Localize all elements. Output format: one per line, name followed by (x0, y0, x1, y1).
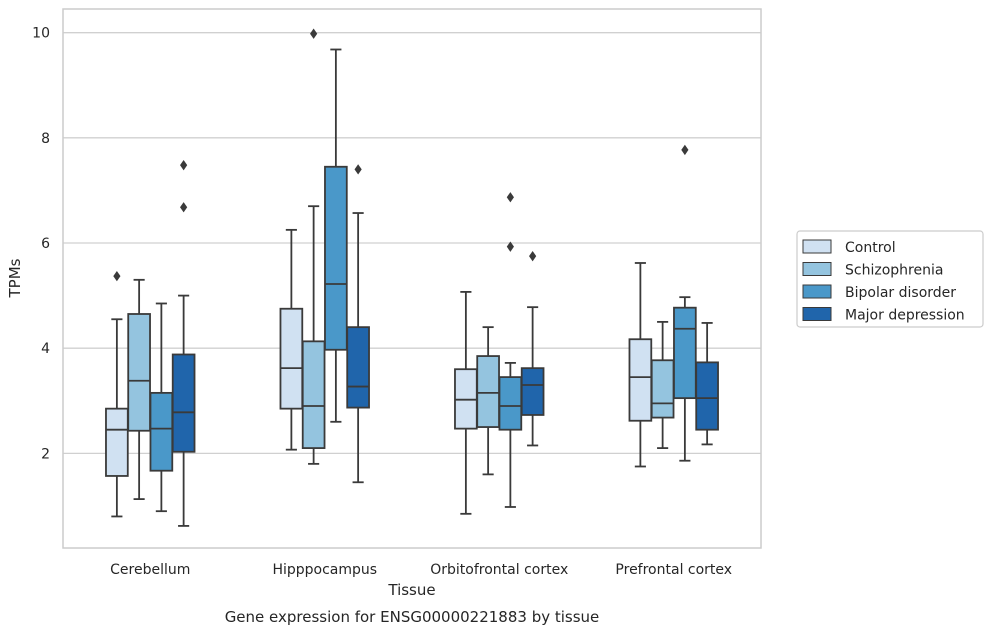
box-4-4 (695, 322, 719, 446)
box-1-3 (149, 302, 174, 513)
figure-caption: Gene expression for ENSG00000221883 by t… (225, 608, 600, 626)
box-body (324, 165, 348, 351)
outlier-point (180, 160, 188, 171)
box-3-2 (476, 326, 500, 476)
box-body (171, 353, 196, 453)
box-body (346, 326, 370, 409)
legend-label-2: Schizophrenia (845, 263, 943, 279)
box-4-2 (650, 320, 675, 449)
box-1-2 (127, 278, 151, 500)
box-2-1 (279, 228, 304, 451)
box-body (673, 306, 697, 400)
outlier-point (506, 241, 514, 252)
legend: Control Schizophrenia Bipolar disorder Majo… (796, 230, 984, 328)
y-tick-labels: 2 4 6 8 10 (32, 26, 50, 463)
legend-label-1: Control (845, 240, 896, 256)
box-body (149, 391, 174, 472)
x-tick-label-2: Hipppocampus (272, 562, 377, 578)
outlier-point (529, 250, 537, 262)
box-body (695, 361, 719, 431)
box-body (301, 340, 326, 449)
legend-swatch-1 (802, 239, 832, 254)
x-tick-labels: Cerebellum Hipppocampus Orbitofrontal cort… (110, 562, 732, 578)
box-body (476, 355, 500, 428)
box-3-1 (454, 291, 478, 515)
outlier-point (310, 28, 318, 39)
outlier-point (113, 270, 121, 282)
box-body (520, 367, 545, 416)
x-axis-label: Tissue (387, 581, 435, 599)
outlier-point (681, 144, 689, 156)
y-axis-label: TPMs (6, 258, 24, 298)
outlier-point (180, 202, 188, 213)
box-2-2 (301, 28, 326, 465)
legend-label-3: Bipolar disorder (845, 285, 956, 301)
box-body (279, 307, 304, 410)
y-tick-label-6: 6 (41, 236, 50, 252)
box-3-3 (498, 192, 523, 508)
legend-swatch-3 (802, 284, 832, 299)
box-2-3 (324, 48, 348, 423)
y-tick-label-10: 10 (32, 26, 50, 42)
y-tick-label-4: 4 (41, 341, 50, 357)
box-body (650, 359, 675, 419)
legend-label-4: Major depression (845, 308, 965, 324)
x-tick-label-4: Prefrontal cortex (615, 562, 732, 578)
legend-swatch-2 (802, 262, 832, 276)
box-body (628, 338, 653, 422)
boxes-layer (105, 28, 719, 527)
box-1-1 (105, 270, 129, 518)
box-body (498, 376, 523, 431)
outlier-point (354, 164, 362, 175)
box-4-1 (628, 262, 653, 468)
x-tick-label-1: Cerebellum (110, 562, 190, 578)
box-3-4 (520, 250, 545, 447)
box-2-4 (346, 164, 370, 484)
y-tick-label-2: 2 (41, 446, 50, 462)
box-body (127, 313, 151, 432)
outlier-point (506, 192, 514, 203)
box-4-3 (673, 144, 697, 462)
box-1-4 (171, 160, 196, 527)
legend-swatch-4 (802, 307, 832, 321)
box-body (105, 407, 129, 477)
y-tick-label-8: 8 (41, 131, 50, 147)
plot-frame (62, 8, 762, 549)
x-tick-label-3: Orbitofrontal cortex (430, 562, 568, 578)
legend-frame (796, 230, 984, 328)
